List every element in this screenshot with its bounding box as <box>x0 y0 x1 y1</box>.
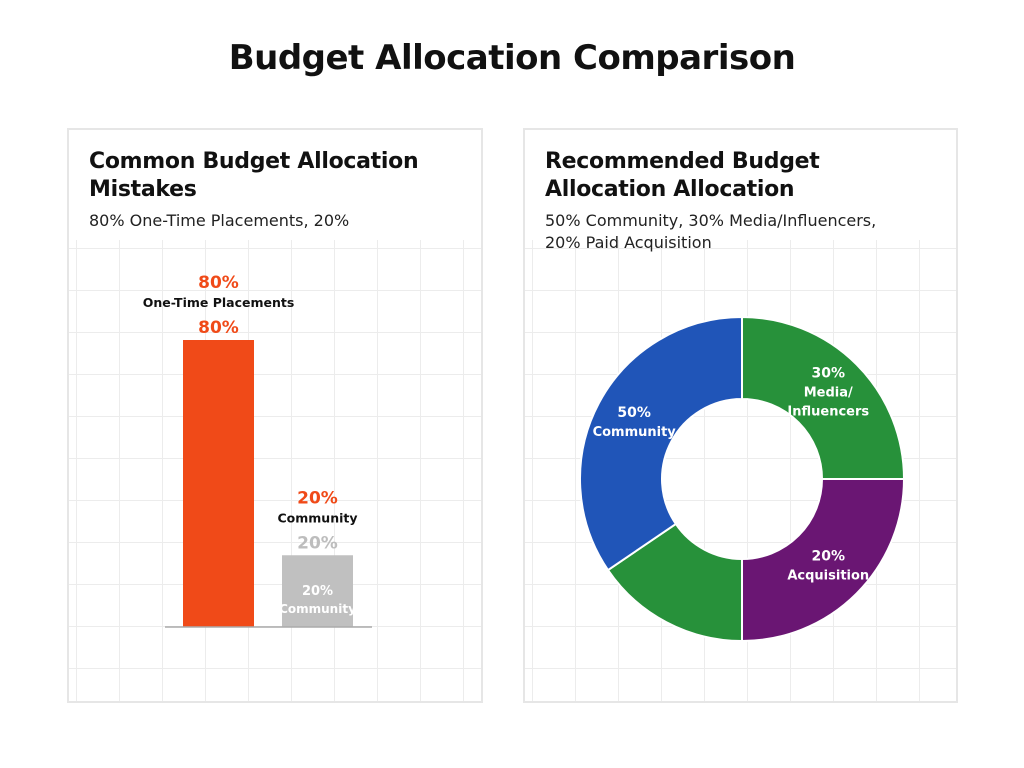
bar-top-value-label: 80% <box>198 273 239 293</box>
donut-chart-title: Recommended Budget Allocation Allocation <box>545 149 820 202</box>
bar-inner-category-label: Community <box>279 602 356 616</box>
bar-chart: 80% One-Time Placements 80% 20% Community 20%… <box>143 273 372 628</box>
donut-chart-subtitle-line-1: 50% Community, 30% Media/Influencers, <box>545 211 877 230</box>
slice-value-label: 30% <box>812 366 846 382</box>
grid <box>69 240 481 701</box>
bar-category-label: One-Time Placements <box>143 295 295 310</box>
bar-category-label: Community <box>277 510 357 525</box>
slice-name-label: Media/ <box>804 386 853 401</box>
page-title: Budget Allocation Comparison <box>228 38 796 78</box>
slice-value-label: 20% <box>812 548 846 564</box>
donut-slice-3 <box>579 315 743 572</box>
bar-0 <box>183 340 254 627</box>
donut-chart-panel: Recommended Budget Allocation Allocation… <box>523 128 958 703</box>
donut-slice-0 <box>741 315 906 480</box>
bar-top-value-label: 20% <box>297 488 338 508</box>
donut-chart-subtitle-line-2: 20% Paid Acquisition <box>545 233 712 252</box>
bar-chart-title: Common Budget Allocation Mistakes <box>89 149 419 202</box>
slice-value-label: 50% <box>617 405 651 421</box>
bar-value-label: 80% <box>198 318 239 338</box>
bar-inner-value-label: 20% <box>302 584 333 599</box>
bar-chart-subtitle: 80% One-Time Placements, 20% <box>89 211 350 230</box>
bar-chart-panel: Common Budget Allocation Mistakes 80% On… <box>67 128 483 703</box>
slice-name-label: Acquisition <box>787 568 869 583</box>
bar-value-label: 20% <box>297 533 338 553</box>
donut-chart: 30% Media/Influencers 20% Acquisition 50% Com… <box>579 315 906 643</box>
slice-name-label: Influencers <box>787 405 869 420</box>
slice-name-label: Community <box>593 425 677 440</box>
donut-slice-1 <box>741 478 906 643</box>
bar-1 <box>282 555 353 627</box>
